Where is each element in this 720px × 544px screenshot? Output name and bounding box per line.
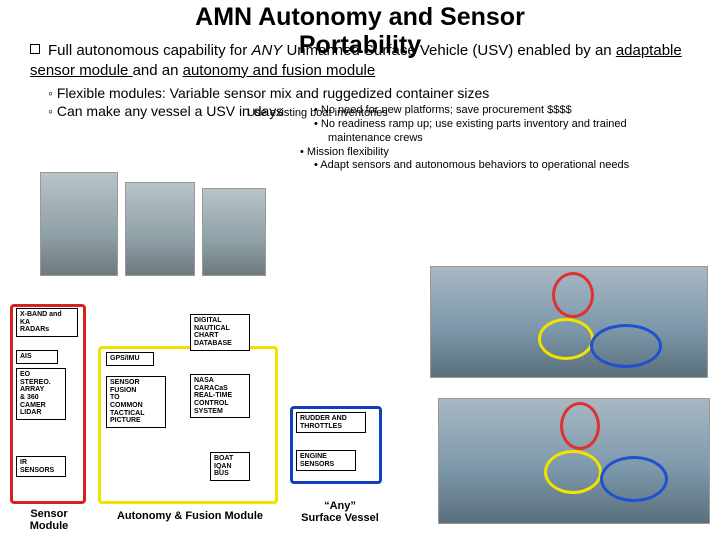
boat1-circle-yellow xyxy=(538,318,594,360)
architecture-diagram: X-BAND andKARADARs AIS EOSTEREO.ARRAY& 3… xyxy=(10,304,450,534)
box-engine: ENGINESENSORS xyxy=(296,450,356,471)
box-iqan: BOATIQANBUS xyxy=(210,452,250,481)
box-xband: X-BAND andKARADARs xyxy=(16,308,78,337)
boat1-circle-red xyxy=(552,272,594,318)
box-chart: DIGITALNAUTICALCHARTDATABASE xyxy=(190,314,250,351)
box-eo: EOSTEREO.ARRAY& 360CAMERLIDAR xyxy=(16,368,66,420)
boat1-circle-blue xyxy=(590,324,662,368)
label-sensor-module: SensorModule xyxy=(14,508,84,532)
boat2-circle-blue xyxy=(600,456,668,502)
label-any-vessel: “Any”Surface Vessel xyxy=(292,500,388,524)
box-ais: AIS xyxy=(16,350,58,364)
box-gps: GPS/IMU xyxy=(106,352,154,366)
label-autonomy-module: Autonomy & Fusion Module xyxy=(102,510,278,522)
sensor-photo-2 xyxy=(125,182,195,276)
box-rudder: RUDDER ANDTHROTTLES xyxy=(296,412,366,433)
box-caracas: NASACARACaSREAL-TIMECONTROLSYSTEM xyxy=(190,374,250,418)
sub-bullet-1: Flexible modules: Variable sensor mix an… xyxy=(48,84,720,102)
sensor-photo-3 xyxy=(202,188,266,276)
boat2-circle-yellow xyxy=(544,450,602,494)
sensor-photo-1 xyxy=(40,172,118,276)
title-line1: AMN Autonomy and Sensor xyxy=(195,3,525,31)
box-fusion: SENSORFUSIONTOCOMMONTACTICALPICTURE xyxy=(106,376,166,428)
box-ir: IRSENSORS xyxy=(16,456,66,477)
boat2-circle-red xyxy=(560,402,600,450)
main-bullet-1: Full autonomous capability for ANY Unman… xyxy=(30,41,700,80)
